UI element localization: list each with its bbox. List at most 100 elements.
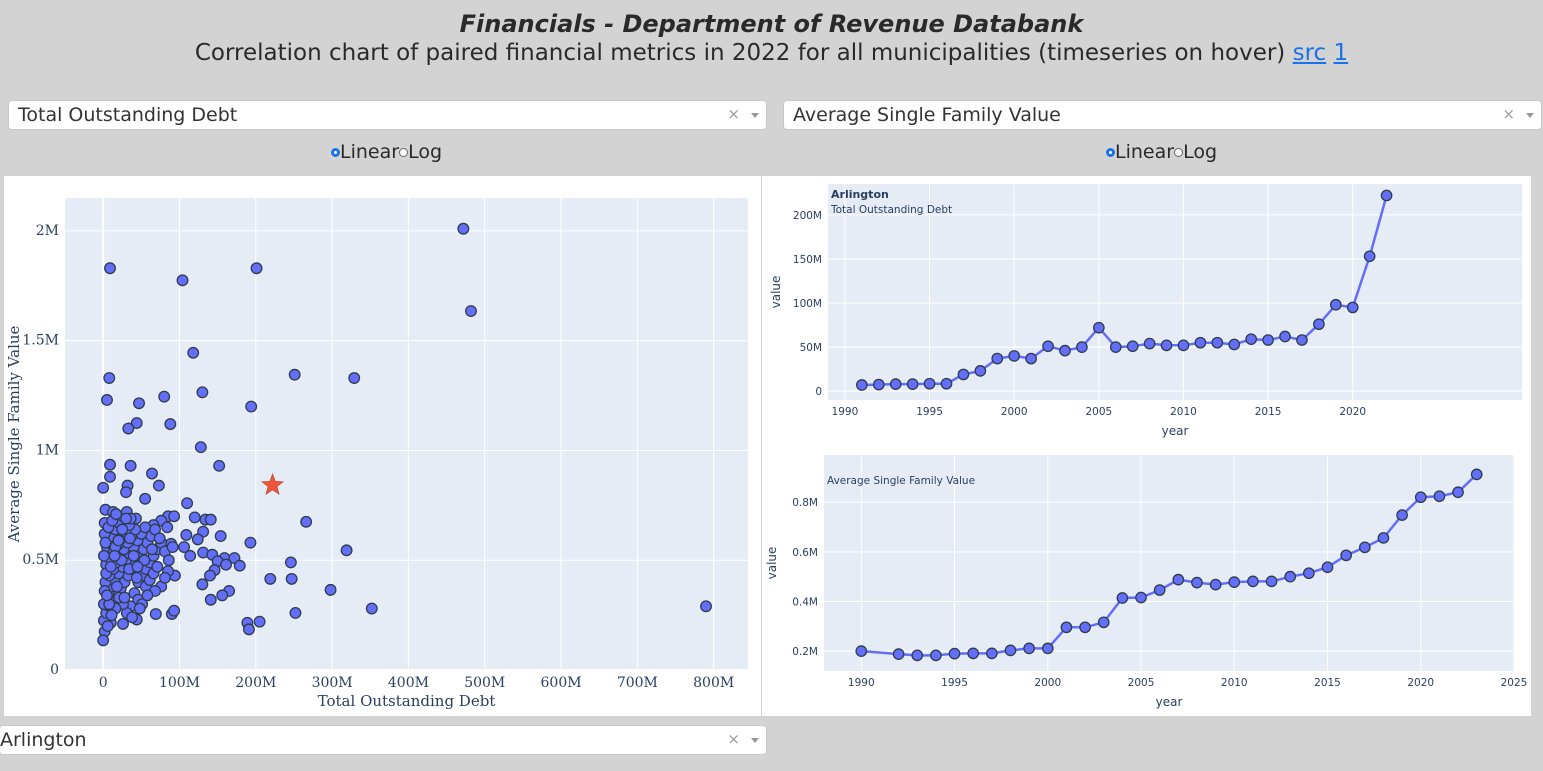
data-point xyxy=(104,560,117,573)
y-tick-label: 150M xyxy=(793,254,822,266)
data-point xyxy=(300,515,313,528)
data-point xyxy=(242,623,255,636)
data-point xyxy=(1092,321,1105,334)
y-tick-label: 0 xyxy=(50,662,59,678)
data-point xyxy=(1059,344,1071,357)
x-tick-label: 2015 xyxy=(1255,406,1282,418)
data-point xyxy=(930,649,942,662)
chevron-down-icon[interactable] xyxy=(751,113,759,118)
data-point xyxy=(289,606,302,619)
data-point xyxy=(123,532,136,545)
data-point xyxy=(188,511,201,524)
municipality-dropdown[interactable]: Arlington × xyxy=(0,725,767,755)
data-point xyxy=(1143,337,1156,350)
data-point xyxy=(116,523,129,536)
y-axis-label: value xyxy=(769,276,783,309)
data-point xyxy=(250,262,263,275)
data-point xyxy=(104,458,116,471)
data-point xyxy=(1042,340,1054,353)
data-point xyxy=(889,378,902,390)
data-point xyxy=(244,536,257,549)
y-axis-label: Average Single Family Value xyxy=(5,325,23,543)
data-point xyxy=(348,372,361,384)
clear-icon[interactable]: × xyxy=(1502,105,1515,123)
y-tick-label: 0.4M xyxy=(792,596,818,608)
data-point xyxy=(1358,541,1371,554)
x-tick-label: 1990 xyxy=(832,406,859,418)
x-tick-label: 2010 xyxy=(1170,406,1197,418)
data-point xyxy=(122,422,135,435)
data-point xyxy=(324,583,337,596)
radio-log-y[interactable] xyxy=(1174,148,1184,157)
y-metric-value: Average Single Family Value xyxy=(793,104,1061,126)
data-point xyxy=(101,394,113,406)
clear-icon[interactable]: × xyxy=(727,730,740,748)
data-point xyxy=(700,600,712,613)
x-metric-dropdown[interactable]: Total Outstanding Debt × xyxy=(8,100,767,130)
data-point xyxy=(213,459,226,472)
data-point xyxy=(110,580,123,593)
radio-label-log: Log xyxy=(1183,141,1217,163)
y-tick-label: 1.5M xyxy=(22,333,59,349)
data-point xyxy=(233,559,246,572)
data-point xyxy=(184,549,197,562)
y-tick-label: 200M xyxy=(793,210,822,222)
data-point xyxy=(130,571,143,584)
data-point xyxy=(1211,336,1224,349)
x-tick-label: 500M xyxy=(464,675,505,691)
data-point xyxy=(1153,584,1166,596)
data-point xyxy=(940,377,953,390)
x-tick-label: 100M xyxy=(159,675,200,691)
data-point xyxy=(97,634,110,647)
reference-link[interactable]: 1 xyxy=(1333,40,1349,66)
radio-log-x[interactable] xyxy=(399,148,409,157)
value-timeseries-chart[interactable]: 1990 1995 2000 2005 2010 2015 2020 2025 0.2M 0.4M… xyxy=(762,446,1531,716)
y-tick-label: 50M xyxy=(800,342,822,354)
x-tick-label: 1990 xyxy=(848,677,875,689)
data-point xyxy=(1060,621,1073,634)
data-point xyxy=(149,608,162,620)
data-point xyxy=(245,400,258,413)
data-point xyxy=(1262,334,1274,346)
radio-label-linear: Linear xyxy=(1115,141,1175,163)
data-point xyxy=(141,589,154,602)
x-tick-label: 200M xyxy=(235,675,276,691)
y-axis-label: value xyxy=(765,547,779,580)
y-tick-label: 0.8M xyxy=(792,497,818,509)
radio-linear-x[interactable] xyxy=(331,148,340,157)
x-axis-label: year xyxy=(1156,695,1183,709)
data-point xyxy=(104,470,116,483)
data-point xyxy=(1135,591,1147,604)
src-link[interactable]: src xyxy=(1292,40,1327,66)
y-tick-label: 0.2M xyxy=(792,646,818,658)
data-point xyxy=(285,572,298,585)
data-point xyxy=(153,532,166,545)
x-tick-label: 400M xyxy=(388,675,429,691)
data-point xyxy=(991,352,1004,365)
data-point xyxy=(97,549,110,562)
debt-timeseries-chart[interactable]: 1990 1995 2000 2005 2010 2015 2020 0 50M 100M 150M… xyxy=(762,176,1531,446)
data-point xyxy=(1303,567,1315,580)
x-tick-label: 0 xyxy=(99,675,108,691)
x-tick-label: 2015 xyxy=(1314,677,1341,689)
data-point xyxy=(855,645,868,657)
x-scale-radio: Linear Log xyxy=(331,141,442,163)
data-point xyxy=(161,521,174,534)
clear-icon[interactable]: × xyxy=(727,105,740,123)
data-point xyxy=(465,305,477,318)
x-tick-label: 1995 xyxy=(916,406,943,418)
y-scale-radio: Linear Log xyxy=(1106,141,1217,163)
data-point xyxy=(457,222,470,235)
y-tick-label: 1M xyxy=(36,442,59,458)
chevron-down-icon[interactable] xyxy=(751,738,759,743)
data-point xyxy=(923,377,936,390)
data-point xyxy=(1396,509,1408,521)
data-point xyxy=(1025,352,1037,365)
radio-linear-y[interactable] xyxy=(1106,148,1115,157)
x-metric-value: Total Outstanding Debt xyxy=(18,104,238,126)
plot-area xyxy=(824,455,1514,671)
y-metric-dropdown[interactable]: Average Single Family Value × xyxy=(783,100,1542,130)
chevron-down-icon[interactable] xyxy=(1526,113,1534,118)
scatter-chart[interactable]: 0 100M 200M 300M 400M 500M 600M 700M 800M 0 0.5M 1M… xyxy=(4,176,761,716)
data-point xyxy=(1363,250,1376,263)
